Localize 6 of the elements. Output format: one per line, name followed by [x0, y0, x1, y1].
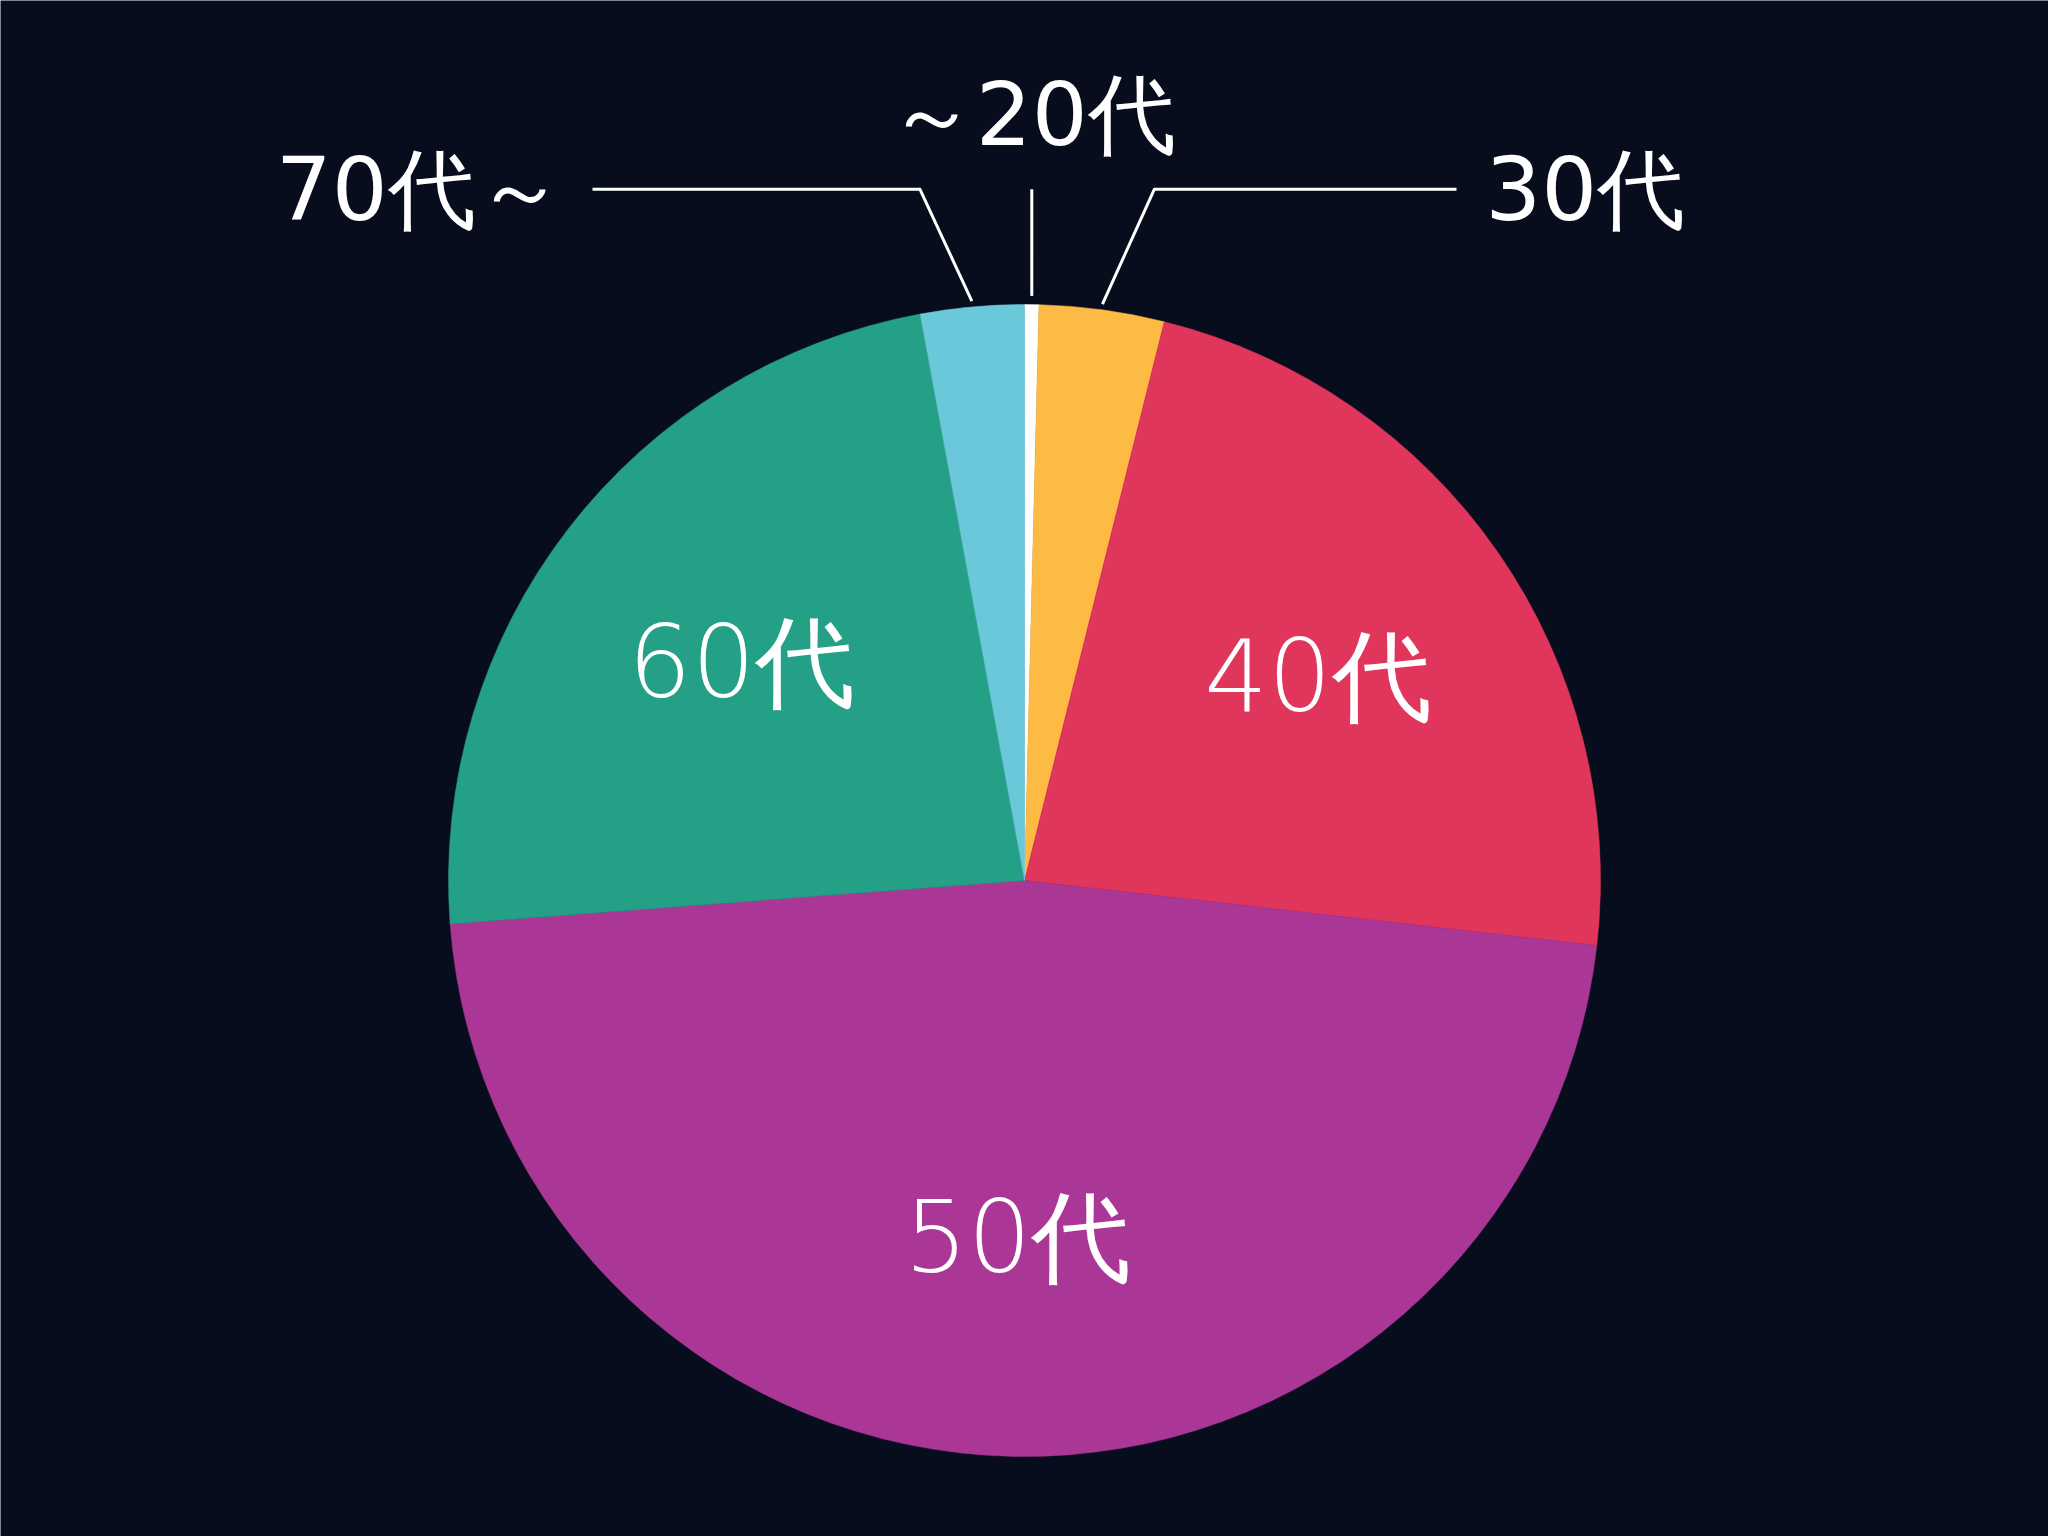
slice-label: 50代	[904, 1179, 1132, 1297]
slice-label: 40代	[1204, 618, 1432, 736]
slice-label: 30代	[1485, 137, 1686, 241]
slice-label: 60代	[628, 604, 856, 722]
slice-label: 70代～	[275, 137, 564, 241]
slice-label: ～20代	[887, 63, 1176, 167]
